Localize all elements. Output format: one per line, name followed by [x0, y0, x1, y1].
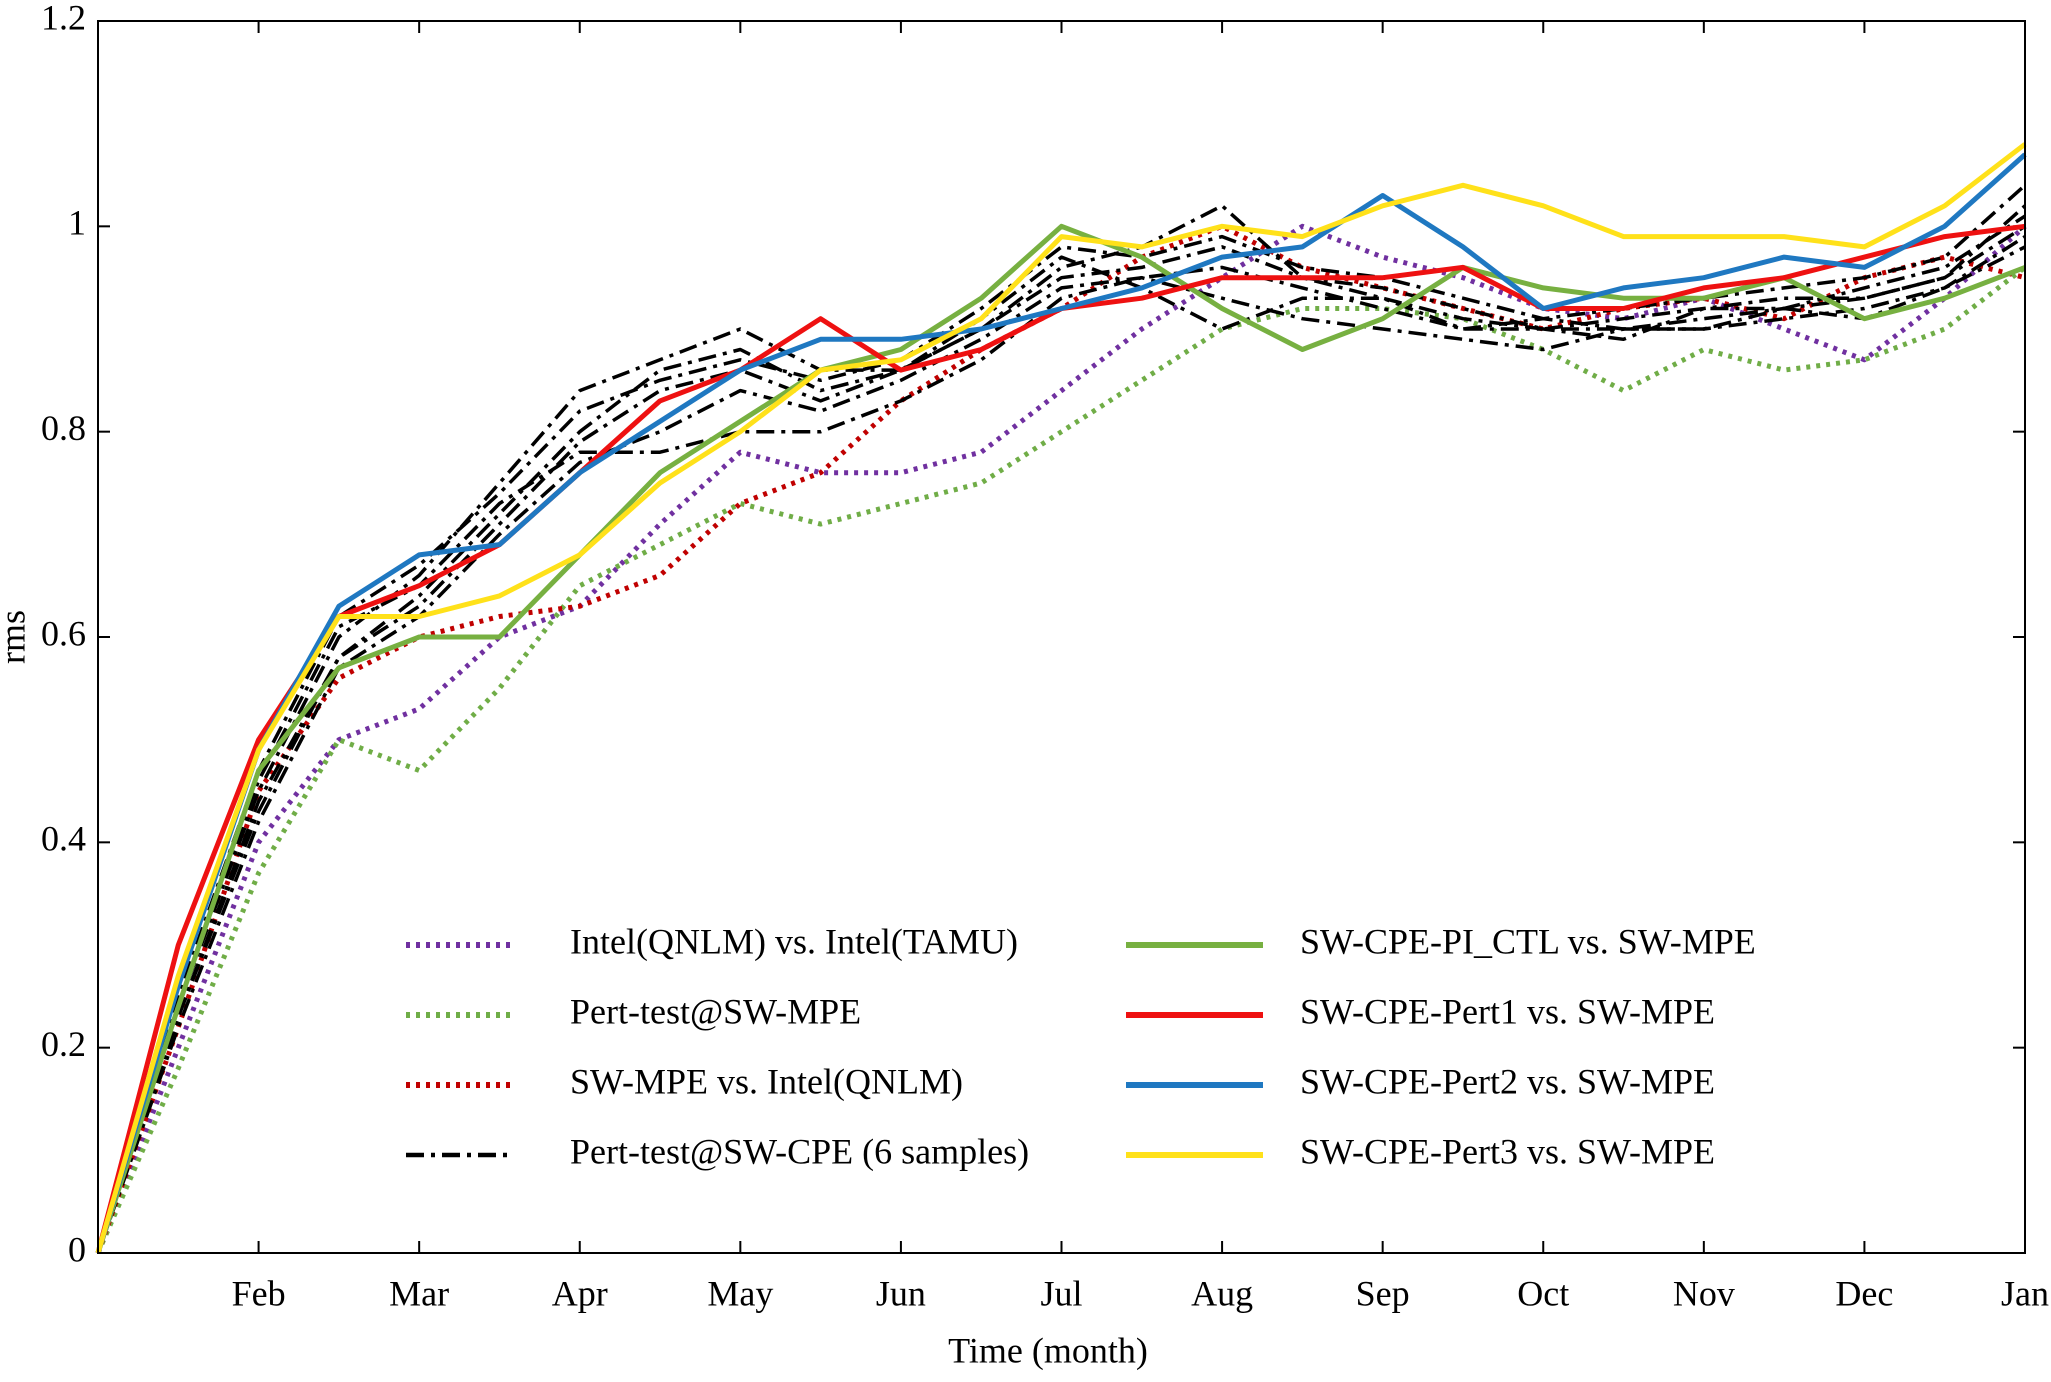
x-tick-label: Jan — [2001, 1273, 2049, 1313]
legend-label: Pert-test@SW-MPE — [570, 991, 861, 1031]
x-tick-label: Nov — [1673, 1273, 1735, 1313]
legend-label: Intel(QNLM) vs. Intel(TAMU) — [570, 921, 1018, 961]
series-line — [96, 214, 2026, 1254]
y-tick-label: 0 — [68, 1229, 86, 1269]
y-tick-label: 0.8 — [41, 408, 86, 448]
x-axis-label: Time (month) — [948, 1330, 1148, 1370]
x-tick-label: Sep — [1356, 1273, 1410, 1313]
y-tick-label: 0.6 — [41, 613, 86, 653]
series-line — [95, 265, 2027, 1254]
x-tick-label: Mar — [389, 1273, 449, 1313]
y-tick-label: 1.2 — [41, 0, 86, 37]
legend-label: Pert-test@SW-CPE (6 samples) — [570, 1131, 1029, 1171]
series-line — [95, 223, 2027, 1254]
y-axis-label: rms — [0, 610, 32, 664]
x-tick-label: Aug — [1191, 1273, 1253, 1313]
x-tick-label: Feb — [232, 1273, 286, 1313]
series-line — [95, 223, 2026, 1254]
series-line — [96, 245, 2026, 1254]
x-tick-label: Apr — [552, 1273, 608, 1313]
series-line — [96, 224, 2026, 1254]
series-line — [95, 223, 2026, 1254]
x-tick-label: Jul — [1040, 1273, 1082, 1313]
x-tick-label: May — [707, 1273, 773, 1313]
legend-label: SW-CPE-Pert1 vs. SW-MPE — [1300, 991, 1715, 1031]
legend-label: SW-CPE-Pert3 vs. SW-MPE — [1300, 1131, 1715, 1171]
y-tick-label: 1 — [68, 203, 86, 243]
x-tick-label: Oct — [1517, 1273, 1569, 1313]
legend-label: SW-MPE vs. Intel(QNLM) — [570, 1061, 963, 1101]
plot-frame — [97, 20, 2026, 1254]
y-tick-label: 0.2 — [41, 1024, 86, 1064]
legend-label: SW-CPE-Pert2 vs. SW-MPE — [1300, 1061, 1715, 1101]
legend-label: SW-CPE-PI_CTL vs. SW-MPE — [1300, 921, 1756, 961]
series-line — [95, 152, 2027, 1254]
series-line — [95, 223, 2026, 1254]
x-tick-label: Dec — [1835, 1273, 1893, 1313]
series-line — [96, 204, 2027, 1254]
series-line — [95, 142, 2027, 1254]
x-tick-label: Jun — [876, 1273, 926, 1313]
y-tick-label: 0.4 — [41, 819, 86, 859]
